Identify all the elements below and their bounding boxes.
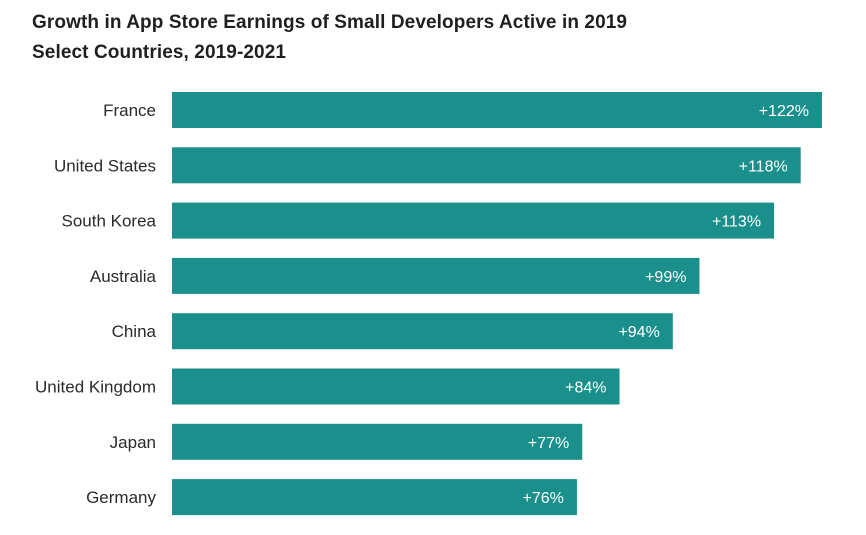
chart-title: Growth in App Store Earnings of Small De… xyxy=(32,12,628,33)
bar xyxy=(172,257,700,294)
bar xyxy=(172,147,801,184)
value-label: +76% xyxy=(523,490,564,507)
bar xyxy=(172,423,583,460)
bar xyxy=(172,202,775,239)
bar xyxy=(172,313,673,350)
category-label: South Korea xyxy=(61,212,156,231)
category-label: France xyxy=(103,101,156,120)
bar xyxy=(172,479,577,516)
chart-title-block: Growth in App Store Earnings of Small De… xyxy=(32,8,852,68)
value-label: +99% xyxy=(645,269,686,286)
value-label: +122% xyxy=(759,103,809,120)
bar xyxy=(172,368,620,405)
category-label: United States xyxy=(54,156,156,175)
bar xyxy=(172,92,822,128)
value-label: +118% xyxy=(739,158,788,175)
chart-subtitle: Select Countries, 2019-2021 xyxy=(32,42,287,63)
category-label: Australia xyxy=(90,267,157,286)
category-label: United Kingdom xyxy=(35,378,156,397)
category-label: China xyxy=(112,322,157,341)
value-label: +94% xyxy=(618,324,659,341)
category-label: Japan xyxy=(110,433,156,452)
value-label: +113% xyxy=(712,214,761,231)
value-label: +77% xyxy=(528,435,569,452)
value-label: +84% xyxy=(565,380,606,397)
category-label: Germany xyxy=(86,488,156,507)
